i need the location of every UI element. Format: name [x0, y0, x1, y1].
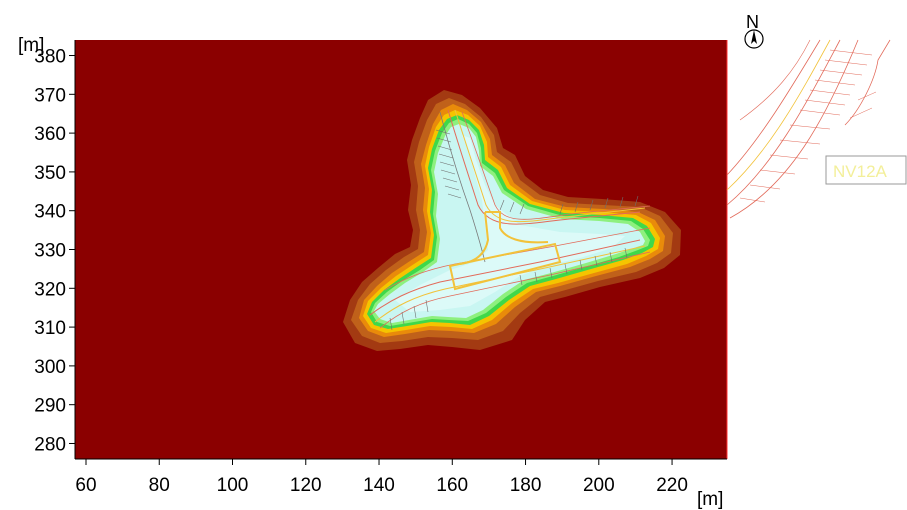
ramp-line-5: [369, 239, 641, 316]
x-axis-ticks: 60 80 100 120 140 160 180 200 220: [75, 459, 688, 496]
north-arrow-label: N: [746, 12, 759, 32]
external-road-line-4: [729, 39, 859, 219]
y-axis-ticks: 380 370 360 350 340 330 320 310 300 290 280: [34, 47, 75, 455]
slope-hatch: [389, 129, 639, 331]
external-road: [726, 39, 891, 219]
y-tick-label: 360: [34, 124, 66, 145]
y-tick-label: 300: [34, 357, 66, 378]
ramp-line-3: [461, 111, 651, 220]
contour-region: [343, 90, 681, 351]
y-tick-label: 350: [34, 163, 66, 184]
x-tick-label: 220: [656, 475, 688, 496]
structure-outline: [448, 242, 562, 291]
road-label: NV12A: [833, 162, 888, 181]
ramp-line-4: [439, 111, 486, 263]
north-arrow: N: [744, 12, 764, 49]
x-axis-unit: [m]: [697, 489, 723, 510]
external-road-edge: [844, 39, 891, 126]
x-tick-label: 80: [149, 475, 170, 496]
road-label-box: [825, 155, 907, 185]
structure-outline-2: [485, 211, 549, 244]
ramp-line-6: [374, 245, 646, 323]
y-tick-label: 310: [34, 318, 66, 339]
ramp-line-2: [454, 109, 646, 223]
external-road-hatch: [739, 49, 877, 203]
external-road-line-2: [726, 39, 831, 191]
ramp-line-7: [379, 251, 651, 329]
y-tick-label: 330: [34, 241, 66, 262]
structure-outline-3: [459, 211, 490, 265]
y-tick-label: 340: [34, 202, 66, 223]
external-road-line-3: [726, 39, 841, 206]
x-tick-label: 180: [510, 475, 542, 496]
x-tick-label: 160: [436, 475, 468, 496]
x-tick-label: 60: [75, 475, 96, 496]
ramp-line-1: [447, 109, 641, 225]
x-tick-label: 100: [217, 475, 249, 496]
y-tick-label: 380: [34, 47, 66, 68]
y-tick-label: 280: [34, 434, 66, 455]
y-tick-label: 370: [34, 85, 66, 106]
external-road-line-5: [739, 39, 811, 121]
x-tick-label: 140: [363, 475, 395, 496]
road-design-lines: [369, 109, 651, 331]
x-tick-label: 200: [583, 475, 615, 496]
y-axis-unit: [m]: [18, 35, 44, 56]
x-tick-label: 120: [290, 475, 322, 496]
y-tick-label: 320: [34, 279, 66, 300]
north-arrow-icon: [751, 30, 757, 44]
external-road-line-1: [726, 39, 821, 176]
y-tick-label: 290: [34, 396, 66, 417]
